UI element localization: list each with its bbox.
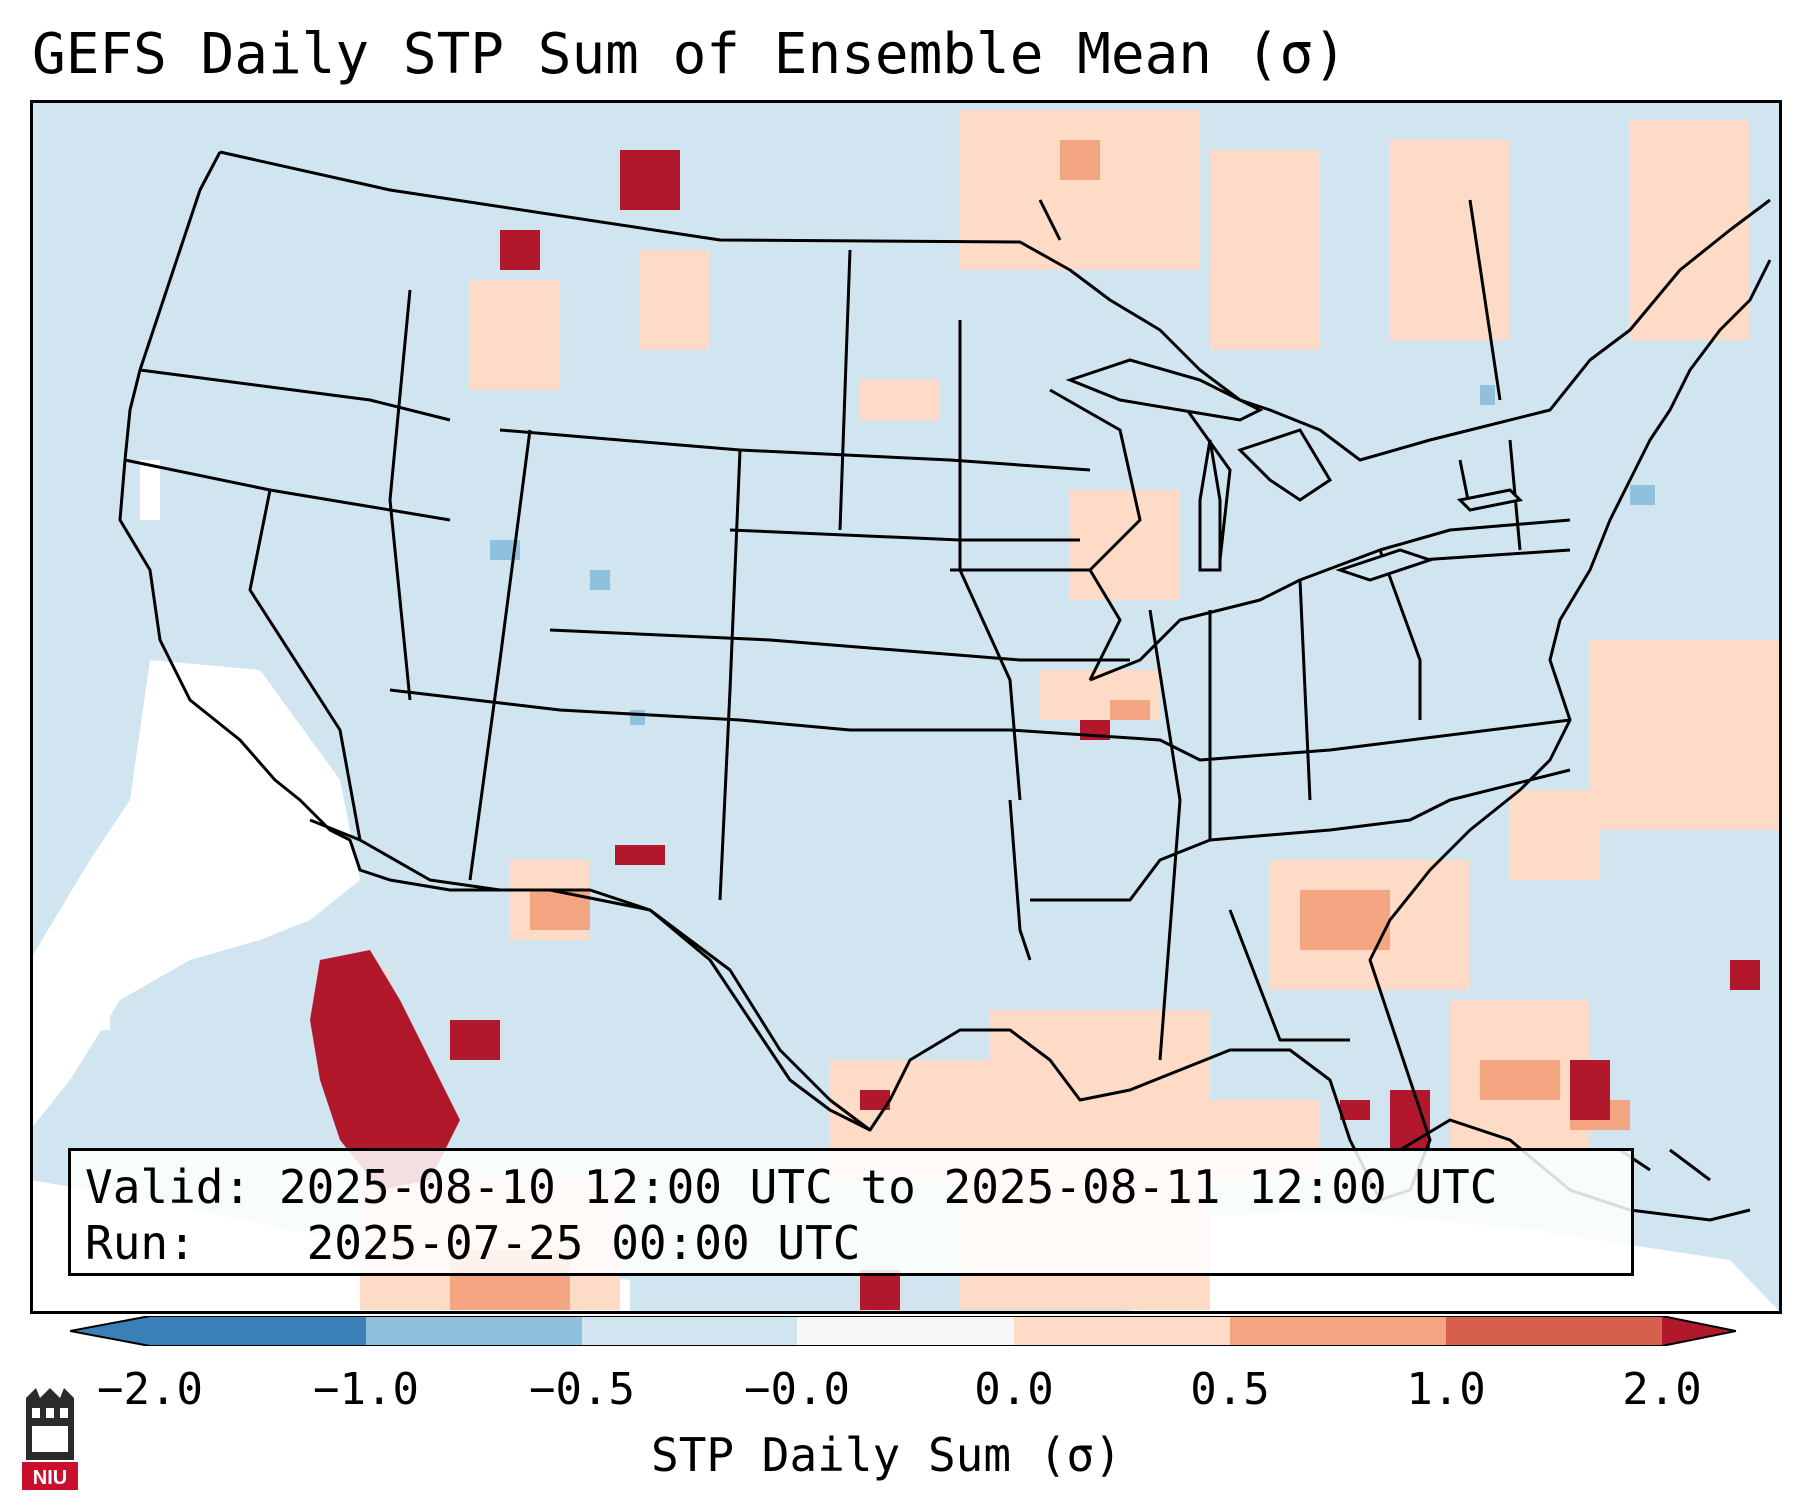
valid-label: Valid: [85, 1160, 252, 1214]
positive-anomaly-mid [450, 140, 1630, 1310]
colorbar-segment [366, 1316, 582, 1346]
colorbar-tick: 0.0 [974, 1364, 1054, 1415]
colorbar-segment [797, 1316, 1014, 1346]
colorbar-segment [150, 1316, 366, 1346]
map-title: GEFS Daily STP Sum of Ensemble Mean (σ) [32, 22, 1347, 87]
colorbar-label: STP Daily Sum (σ) [651, 1428, 1122, 1482]
niu-logo: NIU [22, 1388, 78, 1490]
colorbar-segment [1446, 1316, 1662, 1346]
colorbar-extend-high [1662, 1316, 1736, 1346]
colorbar-tick: −2.0 [97, 1364, 203, 1415]
colorbar-tick: −0.5 [529, 1364, 635, 1415]
boundaries [118, 150, 1772, 1202]
logo-text: NIU [33, 1467, 67, 1489]
mexico-border [309, 818, 871, 1132]
colorbar-segment [1014, 1316, 1230, 1346]
map-frame [30, 100, 1782, 1314]
canada-border [219, 150, 1771, 462]
colorbar-tick: −1.0 [313, 1364, 419, 1415]
valid-time-range: 2025-08-10 12:00 UTC to 2025-08-11 12:00… [278, 1160, 1498, 1214]
run-time: 2025-07-25 00:00 UTC [306, 1216, 861, 1270]
colorbar-tick: 0.5 [1190, 1364, 1270, 1415]
run-label: Run: [85, 1216, 196, 1270]
map-panel [30, 100, 1782, 1314]
colorbar-tick: −0.0 [744, 1364, 850, 1415]
colorbar-tick: 2.0 [1622, 1364, 1702, 1415]
colorbar-segment [582, 1316, 797, 1346]
colorbar-extend-low [70, 1316, 150, 1346]
validity-info-box: Valid: 2025-08-10 12:00 UTC to 2025-08-1… [68, 1148, 1634, 1276]
colorbar [70, 1316, 1736, 1346]
positive-anomaly-strong [310, 150, 1760, 1310]
great-lakes [1065, 358, 1524, 582]
colorbar-segment [1230, 1316, 1446, 1346]
conus-outline [118, 151, 1772, 1202]
colorbar-tick: 1.0 [1406, 1364, 1486, 1415]
